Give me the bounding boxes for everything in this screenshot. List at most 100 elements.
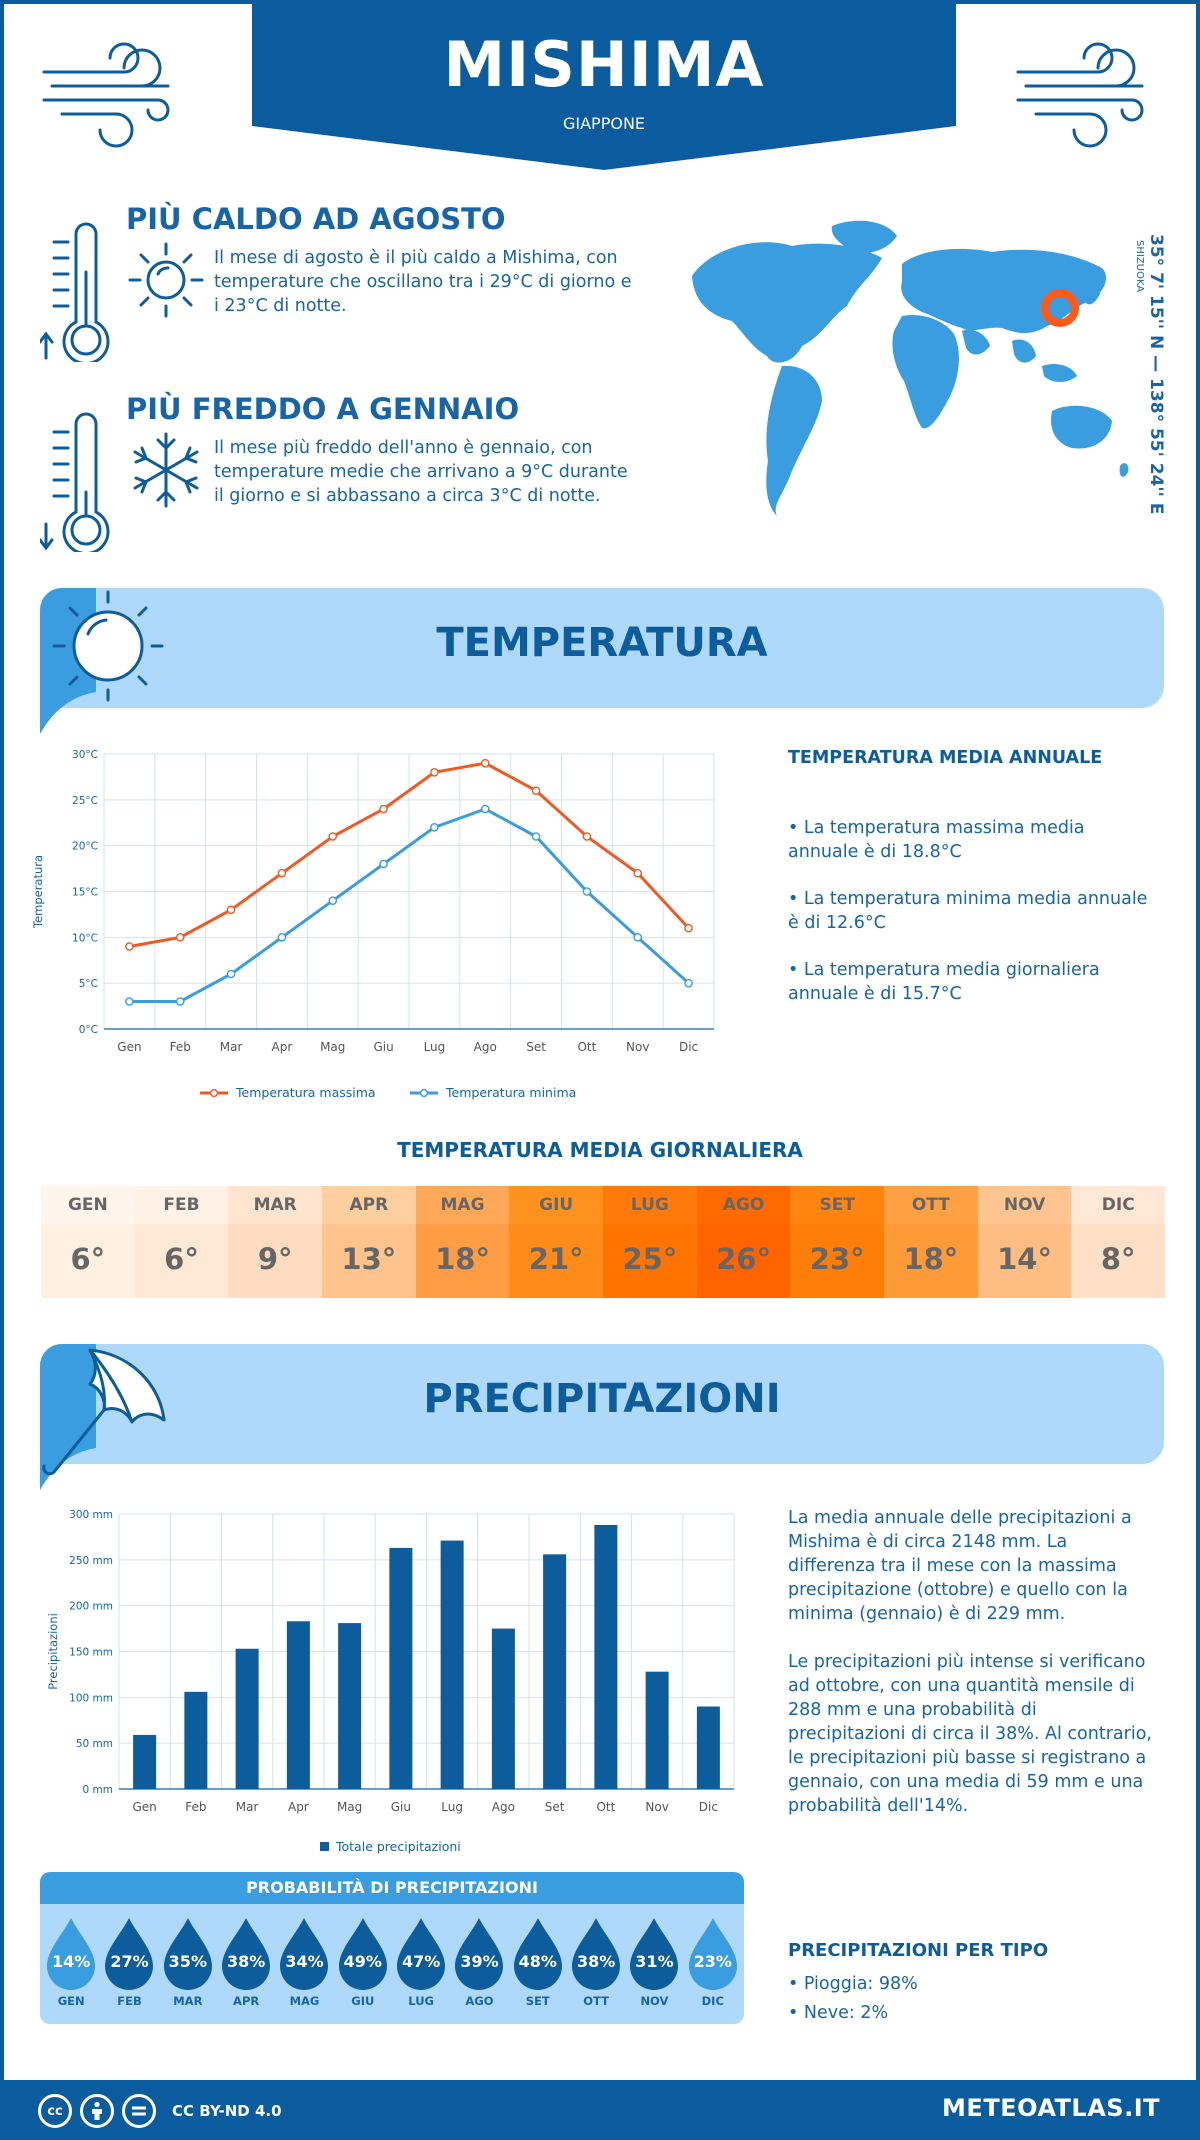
snowflake-icon bbox=[133, 432, 199, 508]
temperature-banner: TEMPERATURA bbox=[40, 588, 1164, 734]
brand-link[interactable]: METEOATLAS.IT bbox=[942, 2094, 1160, 2122]
probability-month: OTT bbox=[583, 1994, 609, 2008]
coordinates-label: 35° 7' 15'' N — 138° 55' 24'' E SHIZUOKA bbox=[1134, 234, 1166, 514]
y-tick-label: 250 mm bbox=[69, 1555, 113, 1567]
raindrop-icon bbox=[571, 1918, 620, 1990]
data-point bbox=[379, 859, 388, 869]
x-tick-label: Ago bbox=[474, 1040, 497, 1054]
precip-bar bbox=[645, 1671, 669, 1789]
data-point bbox=[582, 832, 592, 841]
data-point bbox=[531, 832, 541, 841]
y-tick-label: 0 mm bbox=[83, 1784, 113, 1796]
y-tick-label: 300 mm bbox=[69, 1509, 113, 1521]
daily-temp-cell: APR 13° bbox=[322, 1186, 416, 1298]
thermometer-down-icon bbox=[40, 412, 110, 552]
daily-temp-value: 18° bbox=[884, 1224, 978, 1298]
license-text: CC BY-ND 4.0 bbox=[172, 2102, 282, 2120]
probability-month: GEN bbox=[57, 1994, 85, 2008]
precip-bar bbox=[389, 1547, 413, 1789]
data-point bbox=[633, 868, 643, 878]
daily-temp-value: 18° bbox=[415, 1224, 510, 1298]
month-label: DIC bbox=[1071, 1186, 1166, 1224]
daily-temperature-title: TEMPERATURA MEDIA GIORNALIERA bbox=[397, 1138, 803, 1162]
coldest-title: PIÙ FREDDO A GENNAIO bbox=[126, 392, 520, 426]
precipitation-summary-text: La media annuale delle precipitazioni a … bbox=[788, 1508, 1132, 1624]
precip-bar bbox=[184, 1691, 208, 1789]
probability-drop: 38% OTT bbox=[567, 1916, 625, 2016]
probability-value: 39% bbox=[460, 1952, 499, 1971]
probability-month: SET bbox=[525, 1994, 550, 2008]
probability-value: 38% bbox=[227, 1952, 266, 1971]
x-tick-label: Nov bbox=[645, 1800, 668, 1814]
raindrop-icon bbox=[221, 1918, 270, 1990]
data-point bbox=[379, 804, 388, 814]
daily-temp-cell: MAR 9° bbox=[228, 1186, 323, 1298]
daily-temp-cell: OTT 18° bbox=[884, 1186, 978, 1298]
probability-month: NOV bbox=[640, 1994, 669, 2008]
probability-title: PROBABILITÀ DI PRECIPITAZIONI bbox=[40, 1872, 744, 1904]
data-point bbox=[125, 997, 134, 1006]
y-tick-label: 15°C bbox=[72, 887, 98, 899]
attribution-icon bbox=[80, 2094, 114, 2128]
month-label: OTT bbox=[884, 1186, 978, 1224]
raindrop-icon bbox=[630, 1918, 679, 1990]
probability-value: 14% bbox=[52, 1952, 91, 1971]
month-label: AGO bbox=[696, 1186, 791, 1224]
precip-bar bbox=[440, 1540, 464, 1789]
raindrop-icon bbox=[455, 1918, 504, 1990]
probability-month: APR bbox=[233, 1994, 260, 2008]
y-tick-label: 20°C bbox=[72, 841, 98, 853]
snow-share: • Neve: 2% bbox=[788, 2003, 889, 2023]
daily-temp-value: 14° bbox=[977, 1224, 1072, 1298]
title-banner: MISHIMA GIAPPONE bbox=[252, 4, 956, 174]
daily-temp-cell: MAG 18° bbox=[415, 1186, 510, 1298]
month-label: GEN bbox=[41, 1186, 135, 1224]
precip-bar bbox=[286, 1621, 310, 1789]
daily-temperature-table: GEN 6° FEB 6° MAR 9° APR 13° MAG 18° GIU 21° LUG 25° A… bbox=[41, 1186, 1166, 1298]
umbrella-icon bbox=[40, 1344, 166, 1490]
probability-month: GIU bbox=[351, 1994, 375, 2008]
data-point bbox=[684, 923, 693, 933]
month-label: SET bbox=[790, 1186, 885, 1224]
probability-drops: 14% GEN 27% FEB 35% MAR 38% APR 34% MAG 49% GIU 47% L… bbox=[40, 1916, 744, 2016]
daily-temp-cell: GIU 21° bbox=[509, 1186, 604, 1298]
daily-temp-value: 25° bbox=[603, 1224, 697, 1298]
probability-month: DIC bbox=[701, 1994, 724, 2008]
raindrop-icon bbox=[688, 1918, 737, 1990]
probability-value: 38% bbox=[576, 1952, 616, 1971]
probability-drop: 23% DIC bbox=[684, 1916, 742, 2016]
precip-bar bbox=[543, 1554, 567, 1789]
series-line-1 bbox=[129, 807, 690, 1003]
month-label: APR bbox=[322, 1186, 416, 1224]
data-point bbox=[684, 978, 693, 988]
x-tick-label: Feb bbox=[170, 1040, 191, 1054]
data-point bbox=[480, 758, 490, 768]
y-tick-label: 150 mm bbox=[69, 1647, 113, 1659]
y-tick-label: 25°C bbox=[72, 795, 98, 807]
x-tick-label: Apr bbox=[288, 1800, 309, 1814]
probability-value: 49% bbox=[343, 1952, 382, 1971]
raindrop-icon bbox=[105, 1918, 154, 1990]
sun-icon bbox=[40, 588, 164, 734]
y-tick-label: 200 mm bbox=[69, 1601, 113, 1613]
data-point bbox=[125, 942, 134, 951]
x-tick-label: Set bbox=[526, 1040, 546, 1054]
daily-temp-cell: LUG 25° bbox=[603, 1186, 697, 1298]
thermometer-up-icon bbox=[40, 222, 110, 362]
temperature-chart: 0°C 5°C 10°C 15°C 20°C 25°C 30°C Gen Feb Mar Apr Ma… bbox=[31, 749, 715, 1100]
raindrop-icon bbox=[280, 1918, 329, 1990]
data-point bbox=[582, 887, 592, 896]
probability-drop: 34% MAG bbox=[275, 1916, 333, 2016]
probability-value: 47% bbox=[401, 1952, 441, 1971]
probability-value: 27% bbox=[110, 1952, 149, 1971]
coordinates-text: 35° 7' 15'' N — 138° 55' 24'' E bbox=[1146, 234, 1166, 515]
no-derivatives-icon bbox=[122, 2094, 156, 2128]
precip-type-list: • Pioggia: 98% • Neve: 2% bbox=[788, 1970, 918, 2028]
daily-temp-value: 6° bbox=[134, 1224, 229, 1298]
daily-temp-cell: GEN 6° bbox=[41, 1186, 135, 1298]
month-label: NOV bbox=[977, 1186, 1072, 1224]
precipitation-chart: 0 mm 50 mm 100 mm 150 mm 200 mm 250 mm 300 mm G… bbox=[46, 1509, 735, 1854]
x-tick-label: Dic bbox=[699, 1800, 718, 1814]
raindrop-icon bbox=[163, 1918, 212, 1990]
world-map bbox=[692, 220, 1129, 516]
